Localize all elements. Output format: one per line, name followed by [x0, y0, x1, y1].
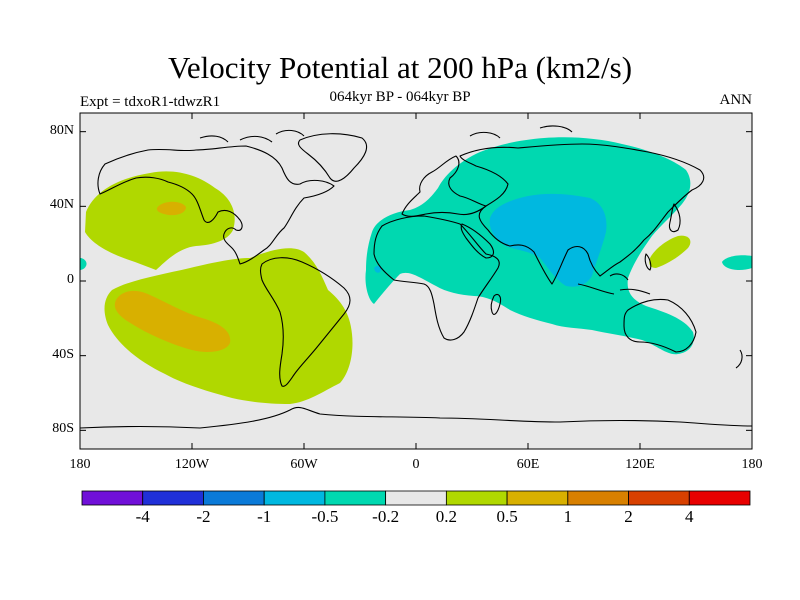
- colorbar-swatch: [263, 490, 326, 506]
- colorbar-label: 0.5: [496, 507, 518, 526]
- coastline-africa: [373, 215, 500, 341]
- axis-ticks: [79, 113, 753, 449]
- colorbar-swatch: [506, 490, 569, 506]
- colorbar: [81, 490, 751, 506]
- coastline-asia: [459, 143, 705, 285]
- contour-fill-strong-negative-asia: [489, 193, 607, 287]
- x-tick-label: 180: [741, 457, 763, 472]
- y-tick-label: 40N: [49, 197, 74, 213]
- colorbar-label: -0.5: [311, 507, 339, 526]
- contour-fill-strong-positive-south: [114, 290, 231, 352]
- colorbar-label: -4: [135, 507, 150, 526]
- colorbar-label: 1: [563, 507, 573, 526]
- coastline-australia: [623, 298, 697, 353]
- y-tick-label: 80S: [52, 421, 74, 437]
- colorbar-swatch: [203, 490, 265, 506]
- colorbar-label: 0.2: [435, 507, 457, 526]
- coastline-philippines: [644, 253, 652, 271]
- coastline-antarctica: [80, 406, 752, 429]
- x-tick-label: 120W: [174, 457, 210, 472]
- chart-title: Velocity Potential at 200 hPa (km2/s): [167, 50, 633, 85]
- y-tick-label: 80N: [49, 122, 74, 138]
- colorbar-swatch: [628, 490, 690, 506]
- colorbar-label: -2: [196, 507, 211, 526]
- contour-fill-negative-small-indian: [374, 265, 382, 273]
- colorbar-swatch: [81, 490, 144, 506]
- colorbar-label: 4: [685, 507, 694, 526]
- coastline-greenland: [297, 133, 368, 182]
- coastline-indonesia: [577, 273, 651, 295]
- coastline-europe: [401, 155, 487, 217]
- coastline-new-zealand: [735, 349, 743, 369]
- contour-fill-strong-positive-north: [156, 201, 186, 216]
- y-tick-label: 40S: [52, 346, 74, 362]
- x-tick-label: 180: [69, 457, 91, 472]
- colorbar-label: -1: [257, 507, 272, 526]
- coastline-south-america: [259, 257, 351, 387]
- colorbar-label: -0.2: [372, 507, 400, 526]
- y-tick-label: 0: [67, 272, 74, 287]
- colorbar-swatch: [445, 490, 508, 506]
- colorbar-swatch: [142, 490, 204, 506]
- x-tick-label: 0: [412, 457, 420, 472]
- coastlines: [80, 125, 752, 429]
- contour-fill-negative-west-edge: [80, 258, 87, 270]
- coastline-arabia: [460, 223, 495, 259]
- experiment-label: Expt = tdxoR1-tdwzR1: [80, 94, 221, 110]
- coastline-madagascar: [490, 293, 502, 315]
- x-tick-label: 60E: [516, 457, 540, 472]
- coastline-japan: [668, 203, 681, 233]
- contour-fill-positive-north-pacific: [85, 171, 235, 270]
- contour-fill-positive-south-pacific: [104, 248, 353, 404]
- coastline-arctic-islands: [199, 125, 573, 143]
- colorbar-swatch: [688, 490, 751, 506]
- contour-fill-positive-philippines: [649, 235, 691, 268]
- colorbar-swatch: [567, 490, 629, 506]
- colorbar-swatch: [324, 490, 387, 506]
- velocity-potential-field: [80, 125, 752, 429]
- colorbar-label: 2: [624, 507, 633, 526]
- season-label: ANN: [719, 92, 753, 108]
- chart-subtitle: 064kyr BP - 064kyr BP: [329, 89, 471, 105]
- colorbar-swatch: [385, 490, 447, 506]
- coastline-north-america: [97, 145, 335, 265]
- contour-fill-negative-east-edge: [722, 255, 752, 270]
- x-tick-label: 60W: [290, 457, 318, 472]
- x-tick-label: 120E: [625, 457, 655, 472]
